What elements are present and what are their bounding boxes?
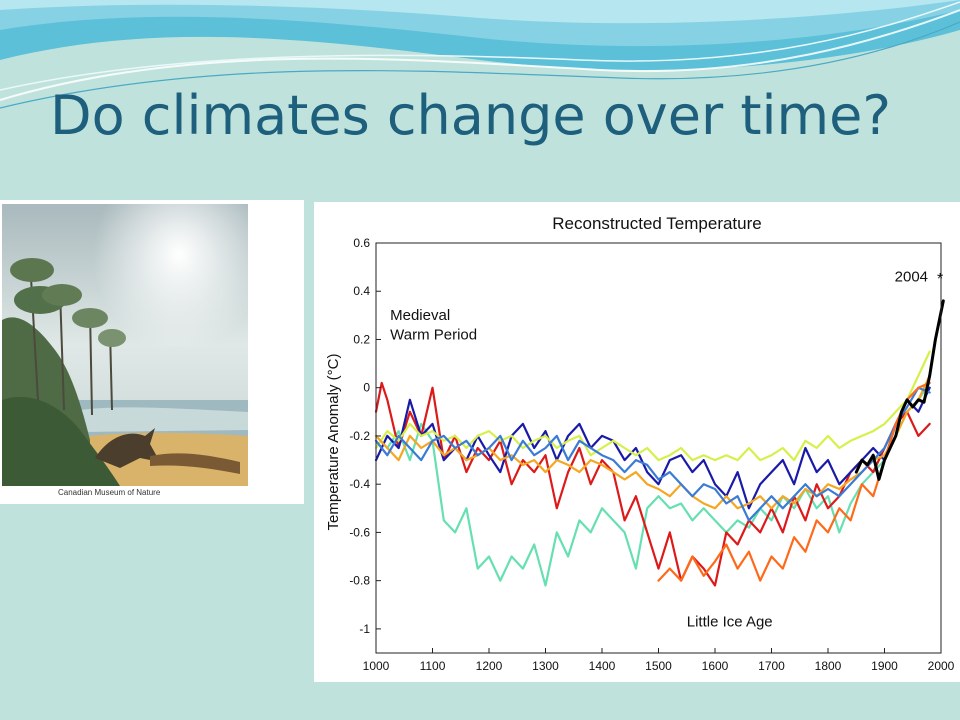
y-tick-label: -0.6	[349, 525, 370, 539]
y-tick-label: 0	[363, 381, 370, 395]
series-line-3	[374, 386, 931, 510]
x-tick-label: 1600	[702, 659, 729, 673]
series-line-5	[374, 374, 931, 510]
chart-annotation: Warm Period	[390, 326, 477, 343]
x-tick-label: 1200	[476, 659, 503, 673]
museum-painting: Canadian Museum of Nature	[0, 200, 304, 504]
y-tick-label: 0.2	[353, 332, 370, 346]
y-tick-label: -0.4	[349, 477, 370, 491]
y-tick-label: -0.2	[349, 429, 370, 443]
y-tick-label: -0.8	[349, 574, 370, 588]
photo-caption: Canadian Museum of Nature	[58, 488, 161, 497]
y-tick-label: 0.4	[353, 284, 370, 298]
y-tick-label: -1	[359, 622, 370, 636]
y-axis-label: Temperature Anomaly (°C)	[325, 354, 342, 531]
x-tick-label: 1900	[871, 659, 898, 673]
chart-title: Reconstructed Temperature	[552, 214, 761, 233]
chart-annotation: *	[937, 271, 943, 288]
x-tick-label: 1300	[532, 659, 559, 673]
x-tick-label: 1700	[758, 659, 785, 673]
chart-annotations: Medieval Warm Period Little Ice Age 2004 *	[390, 269, 943, 631]
series-line-8	[854, 299, 945, 481]
header-wave-decoration	[0, 0, 960, 109]
chart-annotation: Little Ice Age	[687, 613, 773, 630]
x-tick-label: 2000	[928, 659, 955, 673]
chart-annotation: 2004	[895, 269, 928, 286]
prehistoric-landscape-image	[0, 200, 304, 504]
temperature-chart: Reconstructed Temperature Temperature An…	[325, 214, 955, 673]
x-tick-label: 1500	[645, 659, 672, 673]
chart-annotation: Medieval	[390, 307, 450, 324]
series-line-2	[374, 381, 931, 587]
plot-frame	[375, 242, 942, 654]
series-line-1	[374, 381, 931, 587]
x-tick-label: 1000	[363, 659, 390, 673]
series-line-6	[374, 386, 931, 522]
x-tick-label: 1400	[589, 659, 616, 673]
temperature-chart-panel: Reconstructed Temperature Temperature An…	[314, 202, 960, 682]
x-tick-label: 1800	[815, 659, 842, 673]
plot-area	[374, 299, 945, 587]
y-axis: 0.6 0.4 0.2 0 -0.2 -0.4 -0.6 -0.8 -1	[349, 236, 381, 636]
x-tick-label: 1100	[420, 659, 446, 673]
y-tick-label: 0.6	[353, 236, 370, 250]
series-line-4	[374, 350, 931, 462]
slide-title: Do climates change over time?	[50, 84, 892, 147]
x-axis: 1000 1100 1200 1300 1400 1500 1600 1700 1800 1900…	[363, 648, 955, 673]
